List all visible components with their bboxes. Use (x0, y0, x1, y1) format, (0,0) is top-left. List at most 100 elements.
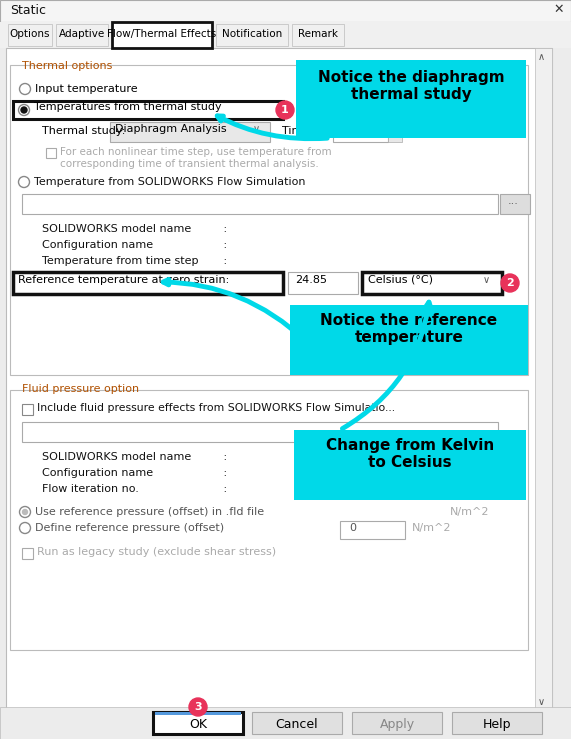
Text: Notice the diaphragm
thermal study: Notice the diaphragm thermal study (317, 70, 504, 103)
Bar (0, 707, 571, 739)
Bar (6, 48, 552, 708)
Text: Static: Static (10, 4, 46, 17)
Text: ∨: ∨ (483, 275, 490, 285)
Circle shape (19, 84, 30, 95)
Bar (362, 272, 502, 294)
Circle shape (19, 522, 30, 534)
Bar (155, 712, 241, 715)
Text: :: : (220, 240, 227, 250)
Text: Help: Help (482, 718, 511, 731)
Bar (0, 22, 571, 48)
Text: Fluid pressure option: Fluid pressure option (22, 384, 139, 394)
Bar (8, 24, 52, 46)
Text: Temperature from time step: Temperature from time step (42, 256, 199, 266)
Text: Adaptive: Adaptive (59, 29, 105, 39)
Circle shape (19, 506, 30, 517)
Bar (22, 404, 33, 415)
Text: ∧: ∧ (538, 52, 545, 62)
Text: SOLIDWORKS model name: SOLIDWORKS model name (42, 224, 191, 234)
Bar (292, 24, 344, 46)
Text: :: : (220, 256, 227, 266)
Bar (535, 48, 552, 708)
Bar (46, 148, 56, 158)
Bar (56, 24, 108, 46)
Text: Diaphragm Analysis: Diaphragm Analysis (115, 124, 227, 134)
Text: ▲: ▲ (390, 122, 395, 127)
Bar (22, 548, 33, 559)
Bar (500, 194, 530, 214)
Circle shape (501, 274, 519, 292)
Text: Define reference pressure (offset): Define reference pressure (offset) (35, 523, 224, 533)
Text: Flow/Thermal Effects: Flow/Thermal Effects (107, 29, 216, 39)
Bar (252, 712, 342, 734)
Bar (333, 122, 388, 142)
Text: Change from Kelvin
to Celsius: Change from Kelvin to Celsius (326, 438, 494, 471)
Text: N/m^2: N/m^2 (450, 507, 489, 517)
Circle shape (189, 698, 207, 716)
Bar (0, 0, 571, 22)
Text: Input temperature: Input temperature (35, 84, 138, 94)
Text: 1: 1 (281, 105, 289, 115)
Text: Configuration name: Configuration name (42, 240, 153, 250)
Circle shape (21, 107, 27, 113)
Text: Thermal study:: Thermal study: (42, 126, 126, 136)
Bar (22, 422, 498, 442)
Text: ✕: ✕ (553, 3, 564, 16)
Text: ▼: ▼ (390, 132, 395, 137)
Text: 2: 2 (506, 278, 514, 288)
Text: Temperature from SOLIDWORKS Flow Simulation: Temperature from SOLIDWORKS Flow Simulat… (34, 177, 305, 187)
Bar (153, 712, 243, 734)
Bar (110, 122, 270, 142)
Circle shape (18, 104, 30, 115)
Text: :: : (220, 452, 227, 462)
Text: 3: 3 (194, 702, 202, 712)
Text: Temperatures from thermal study: Temperatures from thermal study (34, 102, 222, 112)
Text: :: : (220, 224, 227, 234)
Circle shape (22, 509, 27, 514)
Text: :: : (220, 484, 227, 494)
Text: ∨: ∨ (538, 697, 545, 707)
Bar (13, 101, 283, 119)
Text: Run as legacy study (exclude shear stress): Run as legacy study (exclude shear stres… (37, 547, 276, 557)
Text: Options: Options (10, 29, 50, 39)
Bar (10, 65, 528, 375)
Bar (22, 194, 498, 214)
Text: Reference temperature at zero strain:: Reference temperature at zero strain: (18, 275, 229, 285)
Text: SOLIDWORKS model name: SOLIDWORKS model name (42, 452, 191, 462)
Bar (290, 305, 528, 375)
Text: Configuration name: Configuration name (42, 468, 153, 478)
Bar (294, 430, 526, 500)
Text: Thermal options: Thermal options (22, 61, 112, 71)
Text: ...: ... (508, 196, 519, 206)
Bar (288, 272, 358, 294)
Text: Celsius (°C): Celsius (°C) (368, 275, 433, 285)
Text: For each nonlinear time step, use temperature from: For each nonlinear time step, use temper… (60, 147, 332, 157)
Text: 1: 1 (348, 124, 355, 134)
Text: Include fluid pressure effects from SOLIDWORKS Flow Simulatio...: Include fluid pressure effects from SOLI… (37, 403, 395, 413)
Text: Use reference pressure (offset) in .fld file: Use reference pressure (offset) in .fld … (35, 507, 264, 517)
Bar (216, 24, 288, 46)
Text: corresponding time of transient thermal analysis.: corresponding time of transient thermal … (60, 159, 319, 169)
Bar (352, 712, 442, 734)
Text: :: : (220, 468, 227, 478)
Text: Notification: Notification (222, 29, 282, 39)
Circle shape (18, 177, 30, 188)
Bar (112, 22, 212, 48)
Bar (13, 272, 283, 294)
Text: Cancel: Cancel (276, 718, 318, 731)
Text: N/m^2: N/m^2 (412, 523, 452, 533)
Circle shape (276, 101, 294, 119)
Text: Flow iteration no.: Flow iteration no. (42, 484, 139, 494)
Bar (388, 122, 402, 132)
Text: 0: 0 (349, 523, 356, 533)
Text: Notice the reference
temperature: Notice the reference temperature (320, 313, 497, 345)
Text: Apply: Apply (380, 718, 415, 731)
Text: ∨: ∨ (253, 124, 260, 134)
Bar (296, 60, 526, 138)
Text: 24.85: 24.85 (295, 275, 327, 285)
Bar (452, 712, 542, 734)
Text: Remark: Remark (298, 29, 338, 39)
Text: OK: OK (189, 718, 207, 731)
Text: Time step:: Time step: (282, 126, 340, 136)
Bar (10, 390, 528, 650)
